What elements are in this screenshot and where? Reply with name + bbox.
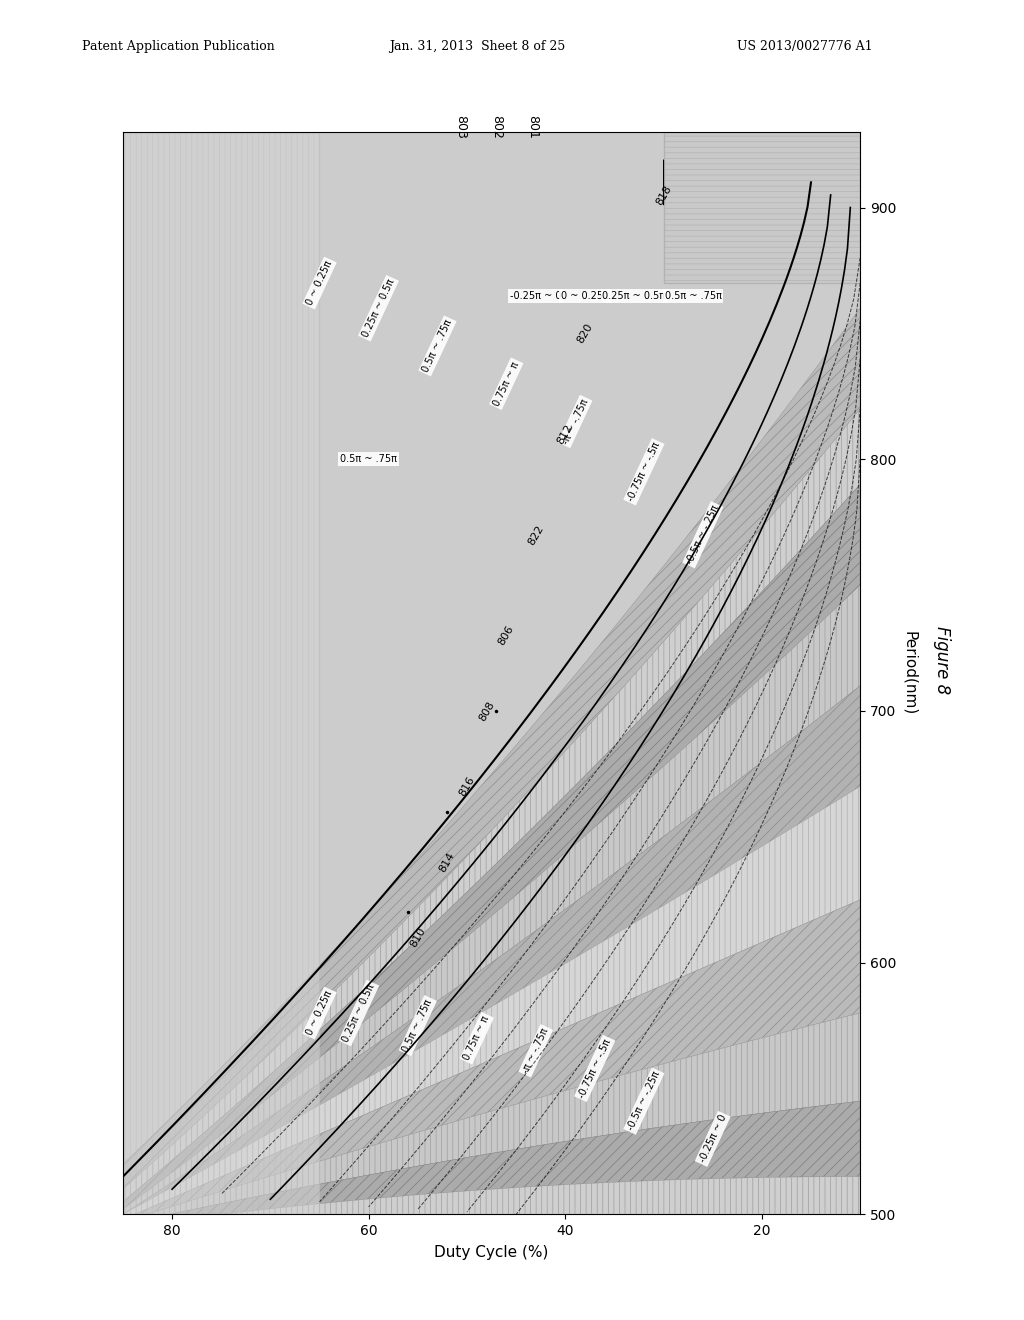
Text: -0.5π ~ -.25π: -0.5π ~ -.25π (685, 504, 721, 566)
Text: 0.75π ~ π: 0.75π ~ π (492, 360, 521, 408)
Text: 808: 808 (477, 700, 497, 722)
Text: -0.75π ~ -.5π: -0.75π ~ -.5π (626, 441, 662, 503)
Text: Patent Application Publication: Patent Application Publication (82, 40, 274, 53)
Text: 0.5π ~ .75π: 0.5π ~ .75π (665, 290, 722, 301)
Text: -0.25π ~ 0: -0.25π ~ 0 (510, 290, 561, 301)
Text: 806: 806 (497, 624, 516, 647)
Text: 802: 802 (490, 115, 503, 139)
X-axis label: Duty Cycle (%): Duty Cycle (%) (434, 1245, 549, 1261)
Text: US 2013/0027776 A1: US 2013/0027776 A1 (737, 40, 872, 53)
Text: 0.25π ~ 0.5π: 0.25π ~ 0.5π (341, 982, 377, 1044)
Text: 822: 822 (526, 523, 546, 546)
Text: 0 ~ 0.25π: 0 ~ 0.25π (305, 989, 334, 1038)
Text: 820: 820 (575, 322, 595, 345)
Text: -π ~ -.75π: -π ~ -.75π (521, 1027, 551, 1074)
Text: -π ~ -.75π: -π ~ -.75π (560, 397, 590, 446)
Text: Figure 8: Figure 8 (933, 626, 951, 694)
Text: 0.5π ~ .75π: 0.5π ~ .75π (421, 318, 454, 374)
Text: -0.5π ~ -.25π: -0.5π ~ -.25π (626, 1071, 662, 1133)
Text: 812: 812 (556, 422, 574, 446)
Text: 0.75π ~ π: 0.75π ~ π (462, 1015, 492, 1063)
Text: 814: 814 (437, 850, 457, 874)
Text: 801: 801 (526, 115, 539, 139)
Text: 0.25π ~ 0.5π: 0.25π ~ 0.5π (602, 290, 666, 301)
Y-axis label: Period(nm): Period(nm) (902, 631, 918, 715)
Text: 0.5π ~ .75π: 0.5π ~ .75π (401, 998, 434, 1053)
Text: 0 ~ 0.25π: 0 ~ 0.25π (305, 259, 334, 306)
Text: 803: 803 (455, 115, 467, 139)
Text: 0.5π ~ .75π: 0.5π ~ .75π (340, 454, 397, 465)
Text: Jan. 31, 2013  Sheet 8 of 25: Jan. 31, 2013 Sheet 8 of 25 (389, 40, 565, 53)
Text: -0.75π ~ -.5π: -0.75π ~ -.5π (577, 1038, 612, 1100)
Text: 0.25π ~ 0.5π: 0.25π ~ 0.5π (360, 277, 396, 339)
Text: 818: 818 (654, 183, 673, 207)
Text: 0 ~ 0.25π: 0 ~ 0.25π (561, 290, 609, 301)
Text: -0.25π ~ 0: -0.25π ~ 0 (697, 1114, 728, 1164)
Text: 810: 810 (409, 925, 427, 949)
Text: 816: 816 (458, 775, 476, 799)
